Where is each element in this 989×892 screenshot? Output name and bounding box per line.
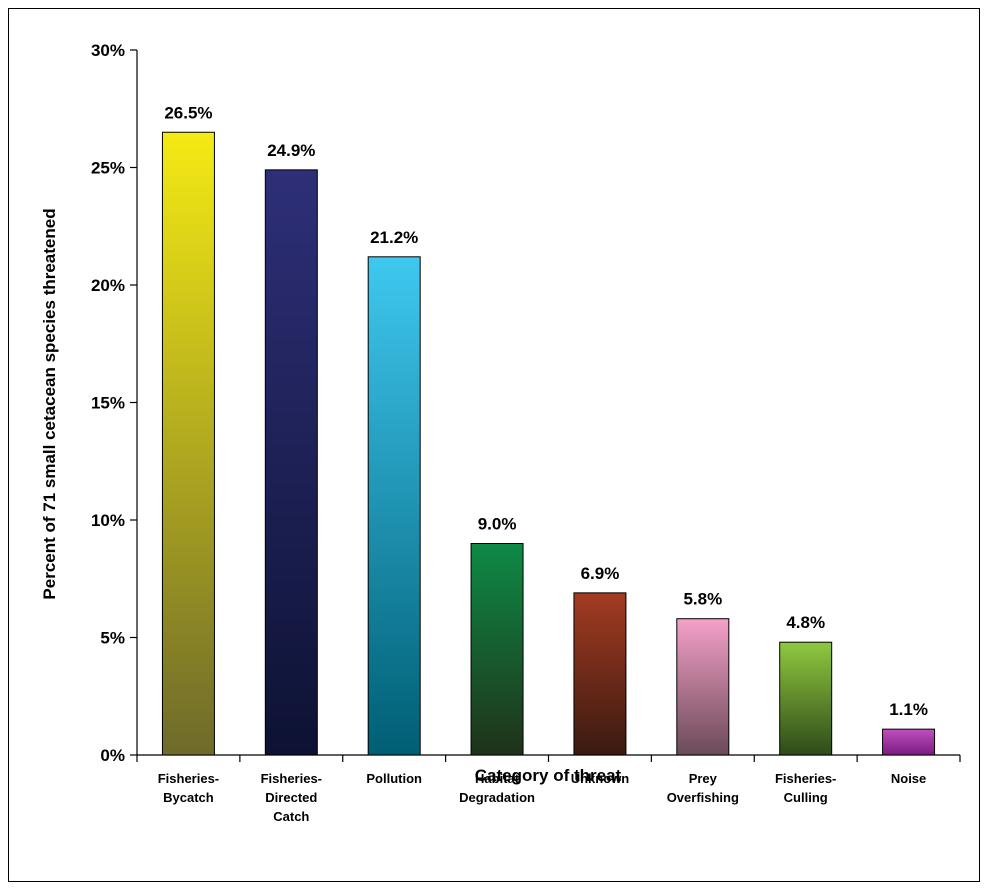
data-labels: 26.5% 24.9% 21.2% 9.0% 6.9% 5.8% 4.8% 1.1%: [164, 103, 928, 719]
x-tick-label: Fisheries-Culling: [775, 771, 836, 805]
bar: [779, 641, 833, 756]
data-label: 4.8%: [786, 613, 825, 632]
y-axis-title: Percent of 71 small cetacean species thr…: [40, 208, 59, 599]
y-axis: 0% 5% 10% 15% 20% 25% 30%: [91, 41, 138, 765]
data-label: 26.5%: [164, 103, 212, 122]
x-axis-title: Category of threat: [475, 766, 622, 785]
y-tick-label: 15%: [91, 394, 125, 413]
bar: [470, 543, 524, 756]
data-label: 24.9%: [267, 141, 315, 160]
bars: [161, 131, 936, 756]
bar: [264, 169, 318, 756]
y-tick-label: 10%: [91, 511, 125, 530]
data-label: 21.2%: [370, 228, 418, 247]
y-tick-label: 30%: [91, 41, 125, 60]
bar: [573, 592, 627, 756]
data-label: 6.9%: [581, 564, 620, 583]
x-tick-label: Prey Overfishing: [667, 771, 739, 805]
bar: [367, 256, 421, 756]
bar: [882, 728, 936, 756]
bar: [161, 131, 215, 756]
x-tick-label: Fisheries-Directed Catch: [261, 771, 322, 824]
data-label: 5.8%: [683, 590, 722, 609]
x-tick-label: Pollution: [366, 771, 422, 786]
x-tick-label: Fisheries-Bycatch: [158, 771, 219, 805]
x-tick-label: Noise: [891, 771, 926, 786]
y-tick-label: 5%: [100, 629, 125, 648]
bar: [676, 618, 730, 756]
x-tick-label: Unknown: [571, 771, 630, 786]
y-tick-label: 20%: [91, 276, 125, 295]
y-tick-label: 0%: [100, 746, 125, 765]
data-label: 1.1%: [889, 700, 928, 719]
y-tick-label: 25%: [91, 159, 125, 178]
x-tick-label: Habitat Degradation: [459, 771, 535, 805]
data-label: 9.0%: [478, 515, 517, 534]
